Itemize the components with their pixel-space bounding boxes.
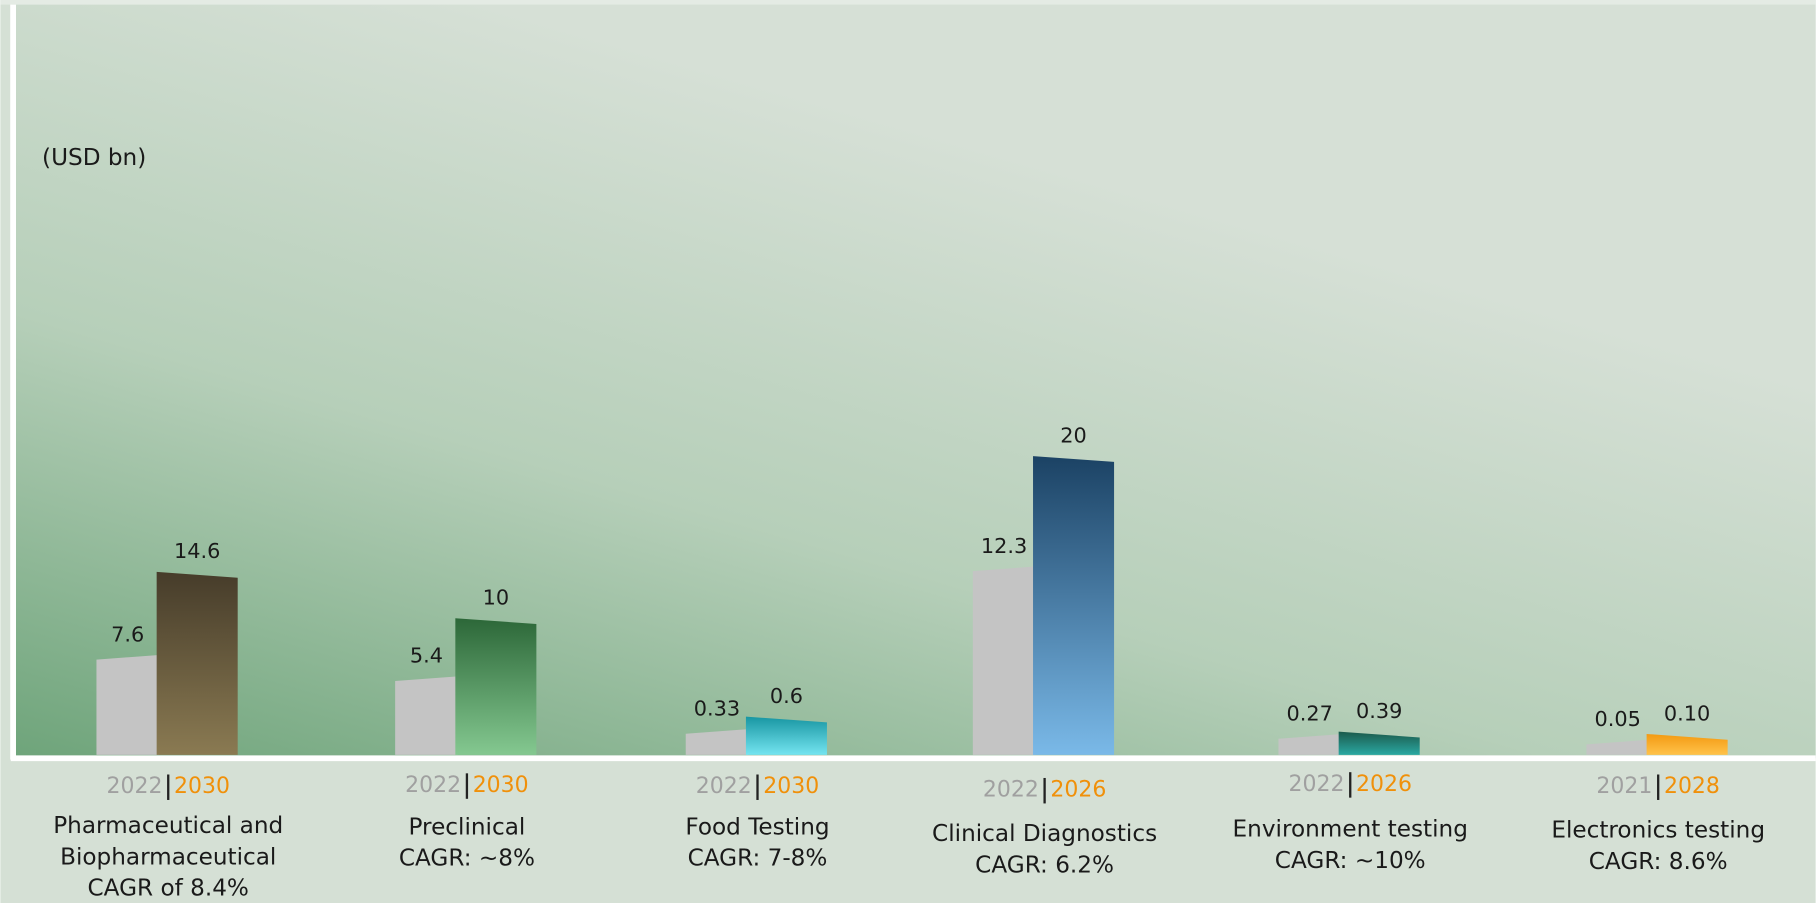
year-label: 2028	[1664, 774, 1720, 799]
year-label: 2022	[106, 774, 162, 799]
value-label: 14.6	[174, 539, 220, 563]
category-label: CAGR: 6.2%	[975, 852, 1114, 878]
value-label: 0.05	[1594, 707, 1640, 731]
bar	[1646, 733, 1728, 755]
year-label: 2022	[1288, 772, 1344, 797]
category-label: Food Testing	[685, 814, 829, 840]
unit-label: (USD bn)	[42, 145, 146, 171]
value-label: 0.39	[1356, 699, 1402, 723]
year-label: 2030	[763, 774, 819, 799]
year-label: 2030	[174, 774, 230, 799]
category-label: CAGR: 7-8%	[688, 846, 828, 872]
year-label: 2021	[1596, 774, 1652, 799]
bar	[972, 566, 1036, 755]
bar	[1033, 456, 1115, 755]
value-label: 20	[1060, 423, 1087, 447]
plot-background	[11, 0, 1816, 759]
value-label: 0.27	[1287, 701, 1333, 725]
value-label: 10	[483, 586, 510, 610]
year-label: 2022	[983, 778, 1039, 803]
category-label: CAGR of 8.4%	[88, 876, 249, 902]
category-label: CAGR: 8.6%	[1589, 849, 1728, 875]
bar	[96, 654, 159, 755]
bar	[1278, 734, 1341, 755]
value-label: 7.6	[111, 622, 144, 646]
value-label: 0.6	[770, 684, 803, 708]
category-label: Pharmaceutical and	[53, 813, 283, 839]
bar	[1338, 731, 1420, 755]
category-label: Preclinical	[409, 814, 526, 840]
year-label: 2026	[1356, 772, 1412, 797]
year-label: 2026	[1050, 778, 1106, 803]
value-label: 0.10	[1664, 701, 1710, 725]
value-label: 5.4	[410, 644, 443, 668]
year-label: 2022	[696, 774, 752, 799]
value-label: 0.33	[694, 696, 740, 720]
value-label: 12.3	[981, 534, 1027, 558]
category-label: Biopharmaceutical	[60, 844, 276, 870]
bar	[745, 716, 827, 755]
category-label: CAGR: ~8%	[399, 846, 535, 872]
category-label: Electronics testing	[1551, 818, 1765, 844]
top-edge	[0, 0, 1816, 5]
year-label: 2022	[405, 773, 461, 798]
bar	[685, 729, 749, 755]
category-label: CAGR: ~10%	[1275, 848, 1426, 874]
bar	[455, 618, 537, 755]
year-label: 2030	[473, 773, 529, 798]
bar	[395, 676, 458, 755]
bar	[1586, 739, 1649, 755]
category-label: Clinical Diagnostics	[932, 821, 1157, 847]
category-label: Environment testing	[1233, 817, 1468, 843]
bar	[156, 571, 238, 755]
